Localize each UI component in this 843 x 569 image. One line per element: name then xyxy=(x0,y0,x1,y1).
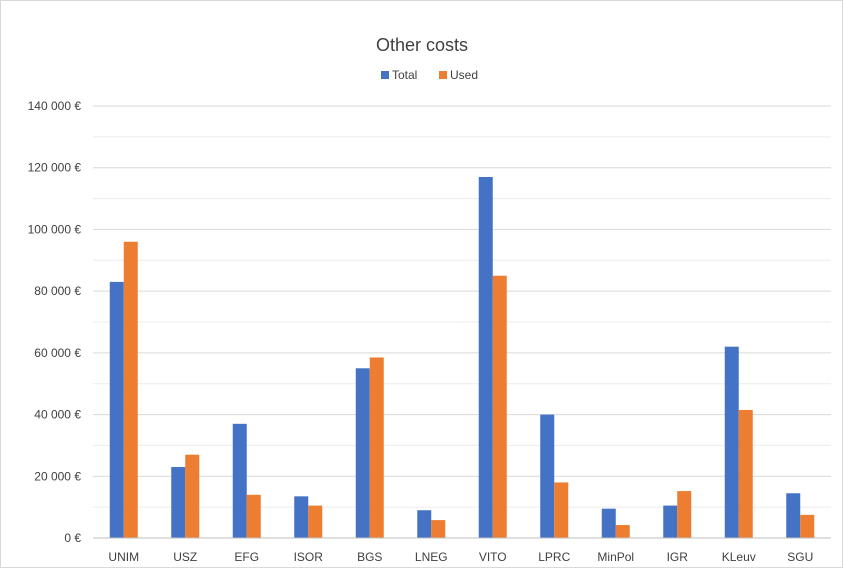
bar-used-vito xyxy=(492,275,507,538)
x-tick-label: MinPol xyxy=(597,550,634,564)
x-tick-label: LPRC xyxy=(538,550,570,564)
bar-used-usz xyxy=(185,454,200,538)
bar-used-isor xyxy=(308,505,323,538)
legend: Total Used xyxy=(381,68,478,82)
legend-swatch-total xyxy=(381,71,389,79)
bar-total-vito xyxy=(478,176,493,538)
bar-total-kleuv xyxy=(724,346,739,538)
legend-label-total: Total xyxy=(392,68,417,82)
bar-total-bgs xyxy=(355,368,370,538)
bar-total-unim xyxy=(109,281,124,538)
bar-used-lneg xyxy=(431,520,446,538)
bar-used-minpol xyxy=(615,525,630,538)
x-tick-label: UNIM xyxy=(108,550,139,564)
legend-swatch-used xyxy=(439,71,447,79)
x-tick-label: IGR xyxy=(667,550,689,564)
bar-total-lneg xyxy=(417,510,432,538)
bar-total-efg xyxy=(232,423,247,538)
y-tick-label: 120 000 € xyxy=(28,161,82,175)
y-tick-label: 100 000 € xyxy=(28,222,82,236)
y-axis: 0 € 20 000 € 40 000 € 60 000 € 80 000 € 100 0… xyxy=(28,99,82,545)
y-tick-label: 20 000 € xyxy=(34,469,81,483)
x-tick-label: BGS xyxy=(357,550,382,564)
y-tick-label: 0 € xyxy=(64,531,81,545)
y-tick-label: 80 000 € xyxy=(34,284,81,298)
x-tick-label: VITO xyxy=(479,550,507,564)
x-tick-label: SGU xyxy=(787,550,813,564)
x-tick-label: KLeuv xyxy=(722,550,756,564)
legend-label-used: Used xyxy=(450,68,478,82)
bars xyxy=(109,176,815,538)
bar-total-sgu xyxy=(786,493,801,538)
x-tick-label: USZ xyxy=(173,550,197,564)
bar-total-lprc xyxy=(540,414,555,538)
bar-total-igr xyxy=(663,505,678,538)
y-tick-label: 40 000 € xyxy=(34,408,81,422)
bar-total-minpol xyxy=(601,508,616,538)
bar-used-lprc xyxy=(554,482,569,538)
bar-used-kleuv xyxy=(738,409,753,538)
bar-total-usz xyxy=(171,467,186,538)
bar-used-unim xyxy=(123,241,138,538)
gridlines xyxy=(93,105,831,539)
x-tick-label: ISOR xyxy=(294,550,324,564)
bar-used-sgu xyxy=(800,514,815,538)
x-tick-label: LNEG xyxy=(415,550,448,564)
bar-used-igr xyxy=(677,491,692,538)
y-tick-label: 60 000 € xyxy=(34,346,81,360)
x-tick-label: EFG xyxy=(234,550,259,564)
bar-total-isor xyxy=(294,496,309,538)
bar-used-bgs xyxy=(369,357,384,538)
x-axis: UNIM USZ EFG ISOR BGS LNEG VITO LPRC MinPol IGR KL… xyxy=(93,537,831,564)
chart-title: Other costs xyxy=(376,35,468,55)
bar-used-efg xyxy=(246,494,261,538)
y-tick-label: 140 000 € xyxy=(28,99,82,113)
